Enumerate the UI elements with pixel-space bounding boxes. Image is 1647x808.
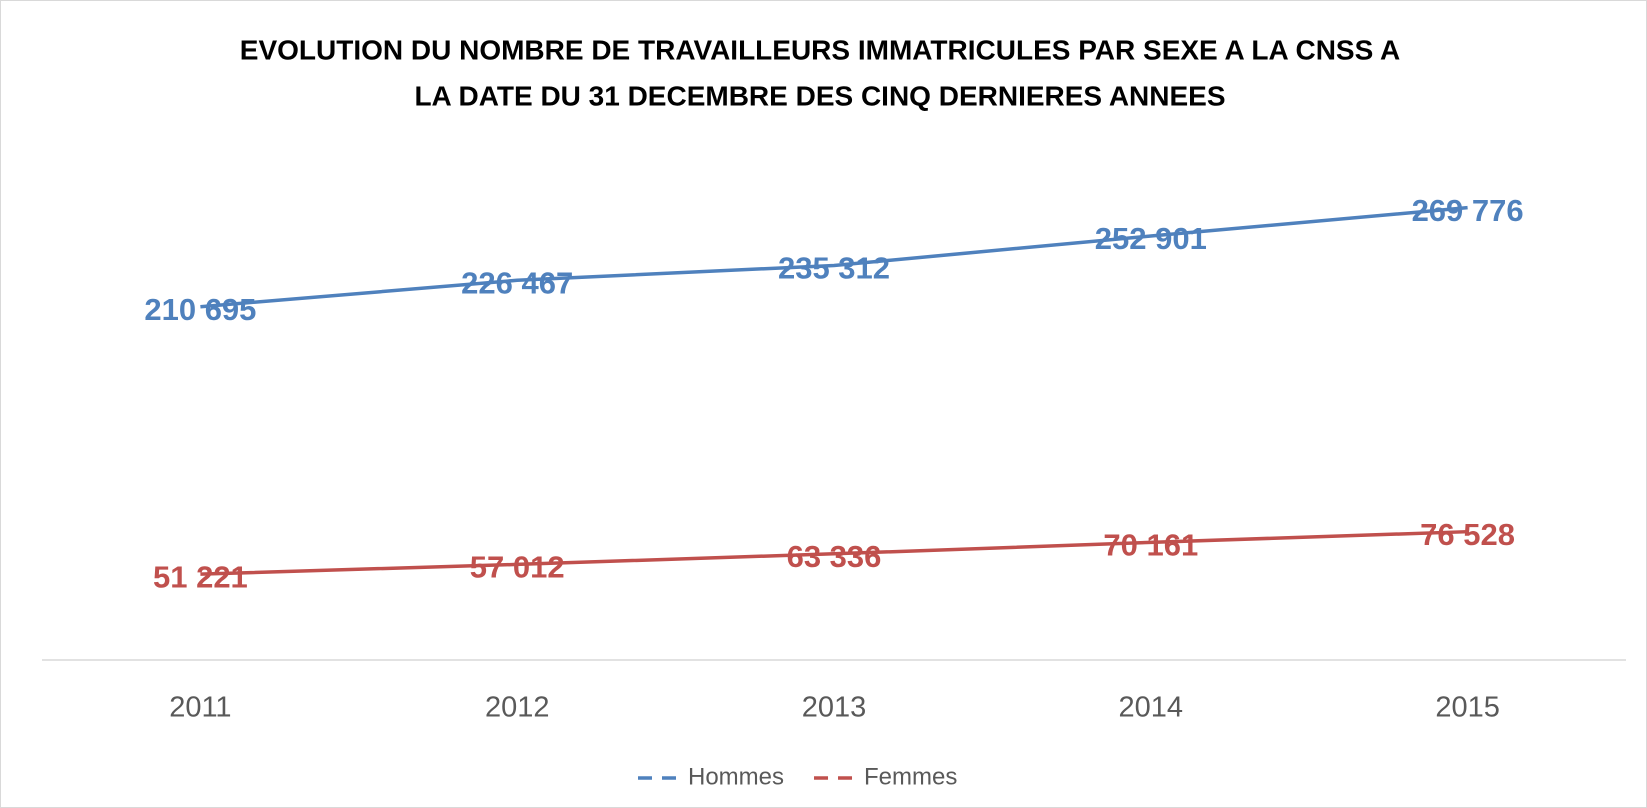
data-label: 76 528: [1420, 517, 1515, 552]
series-line: [200, 529, 1468, 576]
x-tick-label: 2012: [485, 692, 550, 724]
x-tick-label: 2011: [169, 692, 231, 724]
x-tick-label: 2013: [802, 692, 867, 724]
data-label: 57 012: [470, 550, 565, 585]
legend-label: Femmes: [864, 763, 957, 790]
data-label: 51 221: [153, 559, 248, 594]
data-label: 252 901: [1095, 221, 1207, 256]
chart-title: LA DATE DU 31 DECEMBRE DES CINQ DERNIERE…: [414, 80, 1225, 111]
data-label: 63 336: [787, 539, 882, 574]
data-label: 70 161: [1103, 528, 1198, 563]
data-label: 269 776: [1412, 193, 1524, 228]
chart-title: EVOLUTION DU NOMBRE DE TRAVAILLEURS IMMA…: [240, 34, 1400, 65]
series-line: [200, 205, 1468, 309]
data-label: 235 312: [778, 251, 890, 286]
legend-label: Hommes: [688, 763, 784, 790]
data-label: 210 695: [144, 292, 256, 327]
x-tick-label: 2015: [1435, 692, 1500, 724]
x-tick-label: 2014: [1119, 692, 1184, 724]
data-label: 226 467: [461, 265, 573, 300]
